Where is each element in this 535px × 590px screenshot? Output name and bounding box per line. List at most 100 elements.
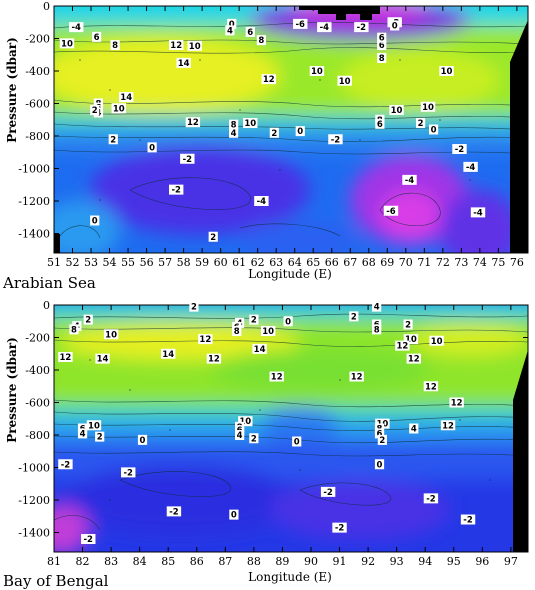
x-tick-label: 90 (304, 555, 318, 568)
x-tick-label: 56 (140, 256, 154, 269)
contour-label-box (90, 215, 100, 226)
contour-label-text: 12 (351, 373, 363, 383)
x-tick-label: 81 (47, 555, 61, 568)
contour-label: -4 (402, 174, 417, 186)
contour-label-text: 6 (377, 429, 383, 439)
contour-label-box (293, 18, 308, 29)
contour-label-text: -2 (171, 186, 181, 196)
contour-label-text: 8 (258, 36, 264, 46)
contour-label-text: -2 (183, 155, 193, 165)
contour-label-box (423, 381, 439, 392)
x-axis-ticks-bay-of-bengal: 81 82 83 84 85 86 87 88 89 90 91 92 93 94 95 96 97 (47, 305, 518, 568)
contour-label: -2 (460, 514, 476, 526)
contour-label-text: 2 (92, 106, 98, 116)
contour-label-box (59, 38, 75, 49)
x-tick-label: 85 (161, 555, 175, 568)
contour-label-box (91, 31, 102, 42)
contour-label: 12 (198, 334, 213, 345)
contour-label-text: 8 (231, 121, 237, 131)
contour-label-box (389, 105, 404, 115)
contour-label: 12 (206, 353, 222, 365)
contour-label: 2 (377, 434, 387, 446)
contour-label-box (439, 66, 454, 76)
region-label-bay-of-bengal: Bay of Bengal (3, 572, 109, 590)
x-axis-ticks-arabian-sea: 51 52 53 54 55 56 57 58 59 60 61 62 63 64 65 66 67 68 69 70… (47, 6, 524, 269)
contour-label-text: -4 (473, 208, 483, 218)
contour-label-text: 6 (379, 41, 385, 51)
contour-label-text: 10 (113, 104, 125, 114)
contour-label-text: 2 (210, 233, 216, 243)
contour-label-text: 6 (379, 34, 385, 44)
x-tick-label: 91 (333, 555, 347, 568)
panel-arabian-sea: 51 52 53 54 55 56 57 58 59 60 61 62 63 64 65 66 67 68 69 70… (2, 0, 529, 292)
contour-label: 6 (375, 118, 385, 130)
contour-label-text: -6 (386, 207, 396, 217)
contour-label: 0 (90, 215, 100, 227)
contour-label: 8 (110, 40, 120, 51)
contour-label-text: 8 (234, 327, 240, 337)
contour-label: 12 (440, 420, 456, 431)
x-tick-label: 63 (269, 256, 283, 269)
contour-label-text: 4 (411, 425, 417, 435)
contour-label-box (254, 196, 269, 206)
contour-label-box (180, 153, 195, 164)
contour-label-text: 2 (405, 321, 411, 331)
contour-label: -2 (180, 153, 195, 165)
contour-label: 12 (58, 352, 73, 363)
contour-label-box (249, 433, 259, 444)
contour-label: 0 (147, 142, 157, 153)
contour-label-box (58, 459, 73, 470)
x-axis-title-arabian-sea: Longitude (E) (248, 267, 332, 281)
contour-label: 0 (390, 20, 400, 32)
contour-label-box (452, 144, 467, 154)
contour-label-text: 10 (189, 42, 201, 52)
contour-label: 12 (395, 340, 410, 352)
x-tick-label: 75 (491, 256, 505, 269)
contour-label-box (227, 18, 237, 29)
contour-label-box (69, 324, 79, 335)
contour-label-box (90, 105, 100, 115)
contour-label-text: 10 (422, 103, 434, 113)
contour-label-text: 0 (140, 436, 146, 446)
contour-label-text: -4 (320, 23, 330, 33)
contour-label-box (337, 75, 352, 86)
contour-label-box (372, 324, 382, 335)
contour-label-text: 2 (418, 119, 424, 129)
contour-label-text: -2 (61, 460, 71, 470)
contour-label-box (383, 205, 399, 216)
x-tick-label: 96 (475, 555, 489, 568)
x-tick-label: 55 (121, 256, 135, 269)
contour-label: 10 (439, 66, 454, 77)
contour-label-text: -2 (331, 135, 341, 145)
contour-label-box (377, 434, 387, 445)
contour-label-box (375, 118, 385, 129)
contour-label-text: 12 (442, 421, 454, 431)
contour-label-text: 12 (263, 75, 275, 85)
contour-label-text: 0 (392, 22, 398, 32)
contour-label-text: 10 (262, 327, 274, 337)
contour-label-text: -4 (257, 197, 267, 207)
contour-label: 4 (225, 25, 235, 36)
contour-label: 12 (261, 74, 276, 85)
contour-label-box (81, 534, 96, 544)
contour-label: 10 (260, 326, 276, 337)
contour-label-box (377, 40, 387, 50)
contour-label: 12 (185, 117, 201, 128)
x-tick-label: 66 (325, 256, 339, 269)
contour-label: 10 (187, 40, 202, 52)
contour-label-box (208, 231, 218, 242)
contour-label-text: 10 (431, 337, 443, 347)
contour-label-box (169, 184, 184, 195)
x-tick-label: 71 (417, 256, 431, 269)
contour-label: 2 (90, 105, 100, 116)
contour-label-text: 8 (112, 41, 118, 51)
contour-label: 0 (137, 434, 148, 446)
contour-label-text: -6 (296, 20, 306, 30)
contour-label-box (121, 467, 136, 478)
contour-label: 4 (409, 423, 419, 435)
contour-label: 12 (423, 381, 439, 392)
contour-label: 10 (111, 103, 127, 114)
contour-label-box (103, 329, 119, 340)
contour-label-box (189, 301, 199, 312)
contour-label-text: 10 (339, 77, 351, 87)
